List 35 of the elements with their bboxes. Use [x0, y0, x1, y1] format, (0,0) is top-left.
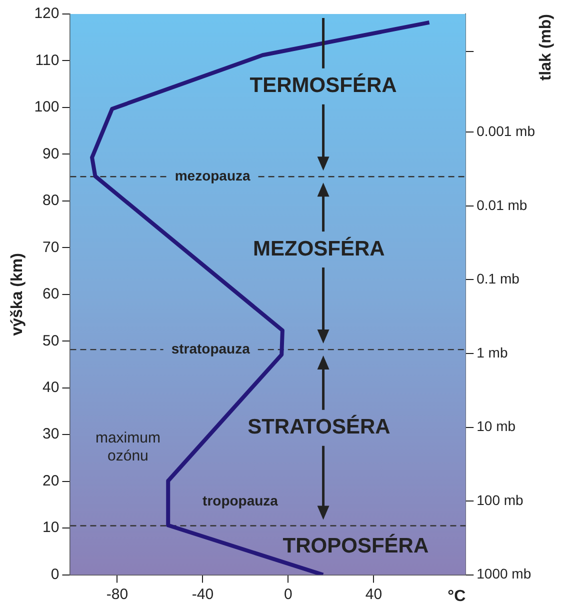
ref-line-label: mezopauza: [174, 167, 251, 184]
y2-tick-label: 1 mb: [476, 344, 508, 360]
annotation: TROPOSFÉRA: [282, 534, 429, 558]
y-tick-label: 120: [34, 5, 60, 22]
x-axis-title: °C: [448, 588, 466, 605]
y2-tick-label: 1000 mb: [476, 566, 532, 582]
x-tick-label: 40: [365, 586, 382, 603]
ref-line-label: stratopauza: [171, 340, 250, 356]
y-axis-title: výška (km): [9, 253, 26, 336]
y-tick-label: 60: [42, 286, 60, 303]
annotation: MEZOSFÉRA: [253, 236, 385, 260]
x-tick-label: -40: [192, 586, 214, 603]
annotation: TERMOSFÉRA: [250, 73, 397, 98]
y2-tick-label: 100 mb: [476, 492, 524, 508]
y2-tick-label: 0.1 mb: [476, 270, 520, 287]
y2-tick-label: 0.01 mb: [476, 196, 528, 213]
annotation: STRATOSÉRA: [248, 414, 390, 439]
y2-tick-label: 10 mb: [476, 418, 516, 434]
y-tick-label: 90: [42, 145, 60, 162]
y-tick-label: 20: [42, 472, 60, 490]
y-tick-label: 40: [42, 379, 60, 396]
ref-line-label: tropopauza: [202, 492, 278, 509]
y-tick-label: 100: [34, 98, 60, 116]
y-tick-label: 0: [50, 566, 60, 583]
y2-axis-title: tlak (mb): [537, 14, 554, 81]
y-tick-label: 70: [42, 238, 60, 256]
x-tick-label: 0: [284, 586, 292, 603]
x-tick-label: -80: [106, 586, 128, 603]
y-tick-label: 50: [42, 332, 60, 350]
annotation: maximum ozónu: [95, 430, 160, 465]
y-tick-label: 30: [42, 426, 60, 443]
y2-tick-label: 0.001 mb: [476, 123, 536, 140]
y-tick-label: 80: [42, 192, 60, 210]
y-tick-label: 10: [42, 519, 60, 536]
y-tick-label: 110: [35, 52, 60, 69]
